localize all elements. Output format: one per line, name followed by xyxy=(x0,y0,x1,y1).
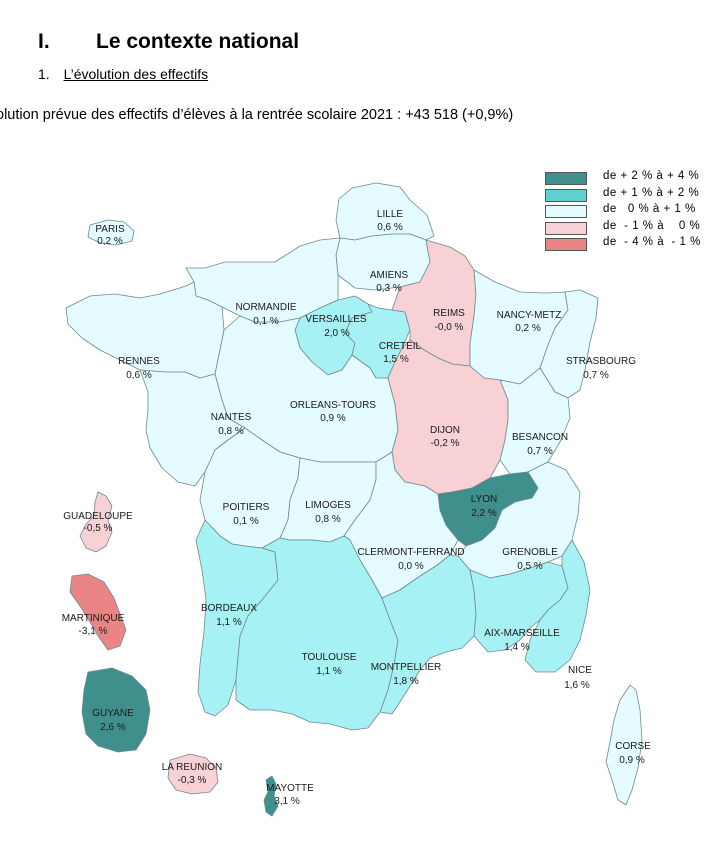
label-rennes-value: 0,6 % xyxy=(126,370,152,381)
subsection-heading: 1. L’évolution des effectifs xyxy=(38,66,208,82)
label-guyane-value: 2,6 % xyxy=(100,722,126,733)
label-strasbourg-name: STRASBOURG xyxy=(566,356,636,367)
label-grenoble-name: GRENOBLE xyxy=(502,547,558,558)
legend-swatch xyxy=(545,172,587,185)
label-versailles-name: VERSAILLES xyxy=(305,314,366,325)
label-corse-name: CORSE xyxy=(615,741,651,752)
label-martinique-name: MARTINIQUE xyxy=(62,613,125,624)
label-creteil-value: 1,5 % xyxy=(383,354,409,365)
region-guyane xyxy=(81,667,151,753)
legend-swatch xyxy=(545,238,587,251)
region-guadeloupe xyxy=(79,491,113,553)
label-orleans-tours-name: ORLEANS-TOURS xyxy=(290,400,376,411)
label-lille-value: 0,6 % xyxy=(377,222,403,233)
label-creteil-name: CRETEIL xyxy=(379,341,422,352)
label-paris-name: PARIS xyxy=(95,224,125,235)
region-mayotte xyxy=(263,775,279,817)
label-strasbourg-value: 0,7 % xyxy=(583,370,609,381)
legend-label: de + 2 % à + 4 % xyxy=(603,170,700,182)
region-labels: LILLE 0,6 % AMIENS 0,3 % NORMANDIE 0,1 %… xyxy=(62,209,651,807)
label-montpellier-value: 1,8 % xyxy=(393,676,419,687)
subsection-title: L’évolution des effectifs xyxy=(63,66,209,82)
label-orleans-tours-value: 0,9 % xyxy=(320,413,346,424)
legend-swatch xyxy=(545,205,587,218)
label-guadeloupe-value: -0,5 % xyxy=(84,523,113,534)
subsection-number: 1. xyxy=(38,66,50,82)
region-paris xyxy=(87,219,135,246)
region-toulouse xyxy=(235,535,399,731)
label-paris-value: 0,2 % xyxy=(97,236,123,247)
legend-swatch xyxy=(545,221,587,235)
label-dijon-value: -0,2 % xyxy=(431,438,460,449)
legend-label: de - 4 % à - 1 % xyxy=(603,236,701,248)
label-montpellier-name: MONTPELLIER xyxy=(371,662,442,673)
label-nancy-metz-value: 0,2 % xyxy=(515,323,541,334)
region-nice xyxy=(524,539,591,673)
label-bordeaux-value: 1,1 % xyxy=(216,617,242,628)
label-besancon-name: BESANCON xyxy=(512,432,568,443)
france-academies-map: LILLE 0,6 % AMIENS 0,3 % NORMANDIE 0,1 %… xyxy=(62,182,651,817)
region-la-reunion xyxy=(167,753,219,795)
label-la-reunion-value: -0,3 % xyxy=(178,775,207,786)
label-guadeloupe-name: GUADELOUPE xyxy=(63,511,133,522)
label-dijon-name: DIJON xyxy=(430,425,460,436)
label-amiens-value: 0,3 % xyxy=(376,283,402,294)
region-amiens xyxy=(335,233,431,291)
label-martinique-value: -3,1 % xyxy=(79,626,108,637)
label-amiens-name: AMIENS xyxy=(370,270,409,281)
label-la-reunion-name: LA REUNION xyxy=(162,762,223,773)
legend-label: de 0 % à + 1 % xyxy=(603,203,696,215)
label-lyon-name: LYON xyxy=(471,494,498,505)
region-strasbourg xyxy=(539,289,599,399)
label-nice-name: NICE xyxy=(568,665,592,676)
label-reims-value: -0,0 % xyxy=(435,322,464,333)
label-corse-value: 0,9 % xyxy=(619,755,645,766)
legend-swatch xyxy=(545,188,587,202)
label-aix-marseille-name: AIX-MARSEILLE xyxy=(484,628,560,639)
label-normandie-value: 0,1 % xyxy=(253,316,279,327)
label-guyane-name: GUYANE xyxy=(92,708,134,719)
section-number: I. xyxy=(38,30,50,53)
label-poitiers-name: POITIERS xyxy=(223,502,270,513)
region-martinique xyxy=(69,573,127,651)
label-clermont-ferrand-value: 0,0 % xyxy=(398,561,424,572)
label-normandie-name: NORMANDIE xyxy=(235,302,296,313)
label-bordeaux-name: BORDEAUX xyxy=(201,603,257,614)
label-mayotte-value: 3,1 % xyxy=(274,796,300,807)
label-versailles-value: 2,0 % xyxy=(324,328,350,339)
label-clermont-ferrand-name: CLERMONT-FERRAND xyxy=(357,547,464,558)
section-title: Le contexte national xyxy=(96,30,300,53)
legend-label: de + 1 % à + 2 % xyxy=(603,186,700,199)
region-corse xyxy=(605,684,643,806)
label-toulouse-value: 1,1 % xyxy=(316,666,342,677)
label-besancon-value: 0,7 % xyxy=(527,446,553,457)
label-nantes-value: 0,8 % xyxy=(218,426,244,437)
label-aix-marseille-value: 1,4 % xyxy=(504,642,530,653)
intro-text: olution prévue des effectifs d’élèves à … xyxy=(0,107,514,123)
label-lille-name: LILLE xyxy=(377,209,403,220)
label-poitiers-value: 0,1 % xyxy=(233,516,259,527)
label-lyon-value: 2,2 % xyxy=(471,508,497,519)
label-nancy-metz-name: NANCY-METZ xyxy=(497,310,562,321)
label-mayotte-name: MAYOTTE xyxy=(266,783,314,794)
legend-label: de - 1 % à 0 % xyxy=(603,219,701,232)
label-nantes-name: NANTES xyxy=(211,412,252,423)
label-rennes-name: RENNES xyxy=(118,356,160,367)
label-grenoble-value: 0,5 % xyxy=(517,561,543,572)
region-montpellier xyxy=(379,554,477,715)
label-toulouse-name: TOULOUSE xyxy=(302,652,357,663)
label-nice-value: 1,6 % xyxy=(564,680,590,691)
label-reims-name: REIMS xyxy=(433,308,465,319)
label-limoges-value: 0,8 % xyxy=(315,514,341,525)
label-limoges-name: LIMOGES xyxy=(305,500,351,511)
